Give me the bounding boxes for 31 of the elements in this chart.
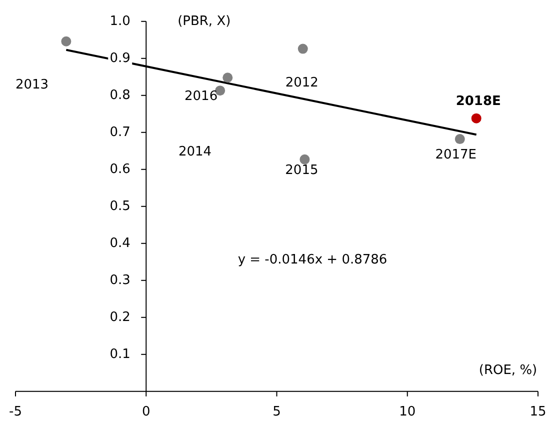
y-tick-label: 0.2 bbox=[110, 310, 130, 325]
x-tick-label: -5 bbox=[9, 404, 22, 420]
annotation: 2012 bbox=[285, 75, 318, 90]
annotation: 2014 bbox=[178, 144, 212, 160]
point bbox=[61, 36, 72, 46]
annotation: 2016 bbox=[184, 89, 218, 104]
x-tick-label: 10 bbox=[399, 404, 416, 420]
annotation: 2017E bbox=[435, 148, 477, 163]
y-tick-label: 0.3 bbox=[110, 272, 130, 288]
annotation: y = -0.0146x + 0.8786 bbox=[238, 252, 388, 268]
y-tick-label: 0.5 bbox=[110, 198, 130, 214]
annotation: 2018E bbox=[456, 94, 501, 109]
y-tick-label: 0.6 bbox=[110, 162, 130, 177]
point bbox=[222, 72, 233, 83]
x-tick-label: 5 bbox=[272, 404, 281, 420]
point bbox=[454, 134, 465, 144]
x-tick-label: 0 bbox=[142, 404, 150, 420]
annotation: 2015 bbox=[285, 162, 318, 178]
y-tick-label: 0.7 bbox=[110, 124, 130, 140]
y-tick-label: 0.1 bbox=[110, 346, 130, 362]
y-axis-title: (PBR, X) bbox=[178, 14, 231, 29]
point bbox=[471, 113, 482, 124]
y-tick-label: 0.8 bbox=[110, 88, 130, 103]
y-tick-label: 0.4 bbox=[110, 236, 130, 251]
x-axis-title: (ROE, %) bbox=[478, 362, 538, 378]
point bbox=[300, 154, 310, 164]
y-tick-label: 1.0 bbox=[110, 14, 130, 29]
x-tick-label: 15 bbox=[530, 404, 546, 420]
y-tick-label: 0.9 bbox=[110, 50, 130, 66]
point bbox=[298, 44, 308, 54]
annotation: 2013 bbox=[15, 78, 49, 92]
